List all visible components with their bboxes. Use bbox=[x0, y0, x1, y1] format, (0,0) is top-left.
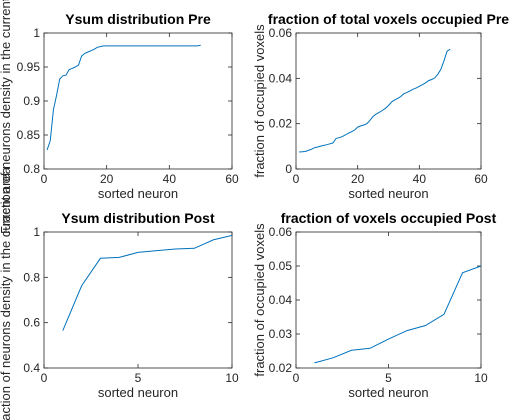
subplot-1: 0 20 40 60 0.8 0.85 0.9 0.95 1 Ysum distribution … bbox=[0, 0, 239, 234]
x-axis-label: sorted neuron bbox=[98, 186, 178, 201]
y-axis-label: Fraction of neurons density in the curre… bbox=[0, 0, 13, 234]
series-line-1 bbox=[299, 48, 451, 153]
y-tick-label: 0.05 bbox=[269, 259, 293, 273]
chart-title: fraction of total voxels occupied Pre bbox=[268, 11, 509, 27]
y-tick-label: 0.04 bbox=[269, 293, 293, 307]
y-tick-label: 0.85 bbox=[17, 128, 41, 142]
y-tick-label: 0.03 bbox=[269, 327, 293, 341]
y-tick-label: 0 bbox=[285, 162, 292, 176]
y-tick-label: 0.06 bbox=[269, 225, 293, 239]
y-tick-label: 0.95 bbox=[17, 60, 41, 74]
x-tick-label: 0 bbox=[293, 371, 300, 385]
chart-title: Ysum distribution Post bbox=[61, 210, 215, 226]
subplot-3: 0 5 10 0.4 0.6 0.8 1 Ysum distribution Post sort… bbox=[0, 166, 239, 420]
series-line-1 bbox=[46, 44, 201, 151]
x-tick-label: 20 bbox=[100, 172, 114, 186]
y-axis-label: Fraction of neurons density in the curre… bbox=[0, 166, 13, 420]
y-tick-label: 0.02 bbox=[269, 117, 293, 131]
y-tick-label: 1 bbox=[33, 26, 40, 40]
x-axis-label: sorted neuron bbox=[348, 186, 428, 201]
y-tick-label: 0.8 bbox=[23, 270, 40, 284]
x-tick-label: 0 bbox=[293, 172, 300, 186]
axes-box bbox=[295, 231, 482, 369]
y-tick-label: 0.8 bbox=[23, 162, 40, 176]
axes-box bbox=[43, 32, 233, 170]
series-line-1 bbox=[62, 234, 233, 331]
y-axis-label: fraction of occupied voxels bbox=[252, 24, 267, 178]
y-tick-label: 0.9 bbox=[23, 94, 40, 108]
series-line-1 bbox=[314, 265, 482, 364]
x-tick-label: 60 bbox=[225, 172, 239, 186]
x-tick-label: 10 bbox=[474, 371, 488, 385]
x-tick-label: 40 bbox=[413, 172, 427, 186]
y-tick-label: 1 bbox=[33, 225, 40, 239]
x-tick-label: 5 bbox=[385, 371, 392, 385]
y-tick-label: 0.6 bbox=[23, 316, 40, 330]
x-axis-label: sorted neuron bbox=[98, 385, 178, 400]
chart-title: fraction of voxels occupied Post bbox=[281, 210, 497, 226]
x-axis-label: sorted neuron bbox=[348, 385, 428, 400]
axes-box bbox=[295, 32, 482, 170]
chart-title: Ysum distribution Pre bbox=[65, 11, 211, 27]
x-tick-label: 60 bbox=[474, 172, 488, 186]
x-tick-label: 0 bbox=[41, 172, 48, 186]
x-tick-label: 10 bbox=[225, 371, 239, 385]
y-tick-label: 0.06 bbox=[269, 26, 293, 40]
x-tick-label: 20 bbox=[351, 172, 365, 186]
y-axis-label: fraction of occupied voxels bbox=[252, 223, 267, 377]
y-tick-label: 0.02 bbox=[269, 361, 293, 375]
y-tick-label: 0.4 bbox=[23, 361, 40, 375]
x-tick-label: 0 bbox=[41, 371, 48, 385]
x-tick-label: 5 bbox=[135, 371, 142, 385]
x-tick-label: 40 bbox=[163, 172, 177, 186]
y-tick-label: 0.04 bbox=[269, 71, 293, 85]
